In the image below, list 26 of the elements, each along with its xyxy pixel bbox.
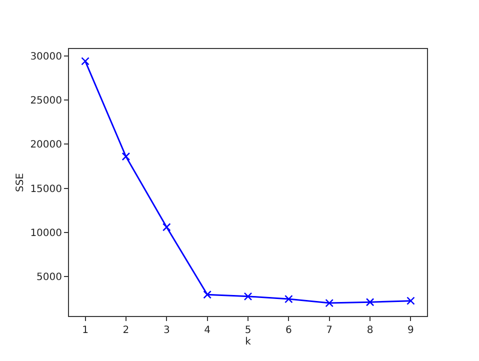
x-tick-label: 4 (204, 325, 211, 336)
x-tick-label: 6 (285, 325, 292, 336)
y-tick-label: 15000 (30, 184, 62, 195)
x-axis-title: k (245, 336, 252, 348)
point (284, 294, 293, 304)
y-axis-title: SSE (15, 172, 26, 192)
x-tick-label: 5 (244, 325, 252, 336)
x-tick-label: 9 (408, 325, 414, 336)
y-tick-label: 20000 (30, 140, 62, 151)
point (325, 298, 334, 308)
y-tick-label: 10000 (30, 228, 62, 239)
x-tick-label: 1 (82, 325, 88, 336)
y-tick-label: 25000 (30, 96, 62, 107)
point (203, 290, 212, 299)
x-tick-label: 7 (326, 325, 333, 336)
point (366, 298, 374, 306)
y-tick-label: 5000 (36, 272, 62, 284)
point (81, 57, 90, 66)
y-tick-label: 30000 (30, 51, 62, 62)
x-tick-label: 8 (366, 325, 374, 336)
x-tick-label: 2 (122, 325, 130, 336)
point (162, 222, 171, 232)
point (122, 152, 130, 161)
point (244, 292, 252, 301)
x-tick-label: 3 (163, 325, 170, 336)
point (406, 296, 415, 305)
